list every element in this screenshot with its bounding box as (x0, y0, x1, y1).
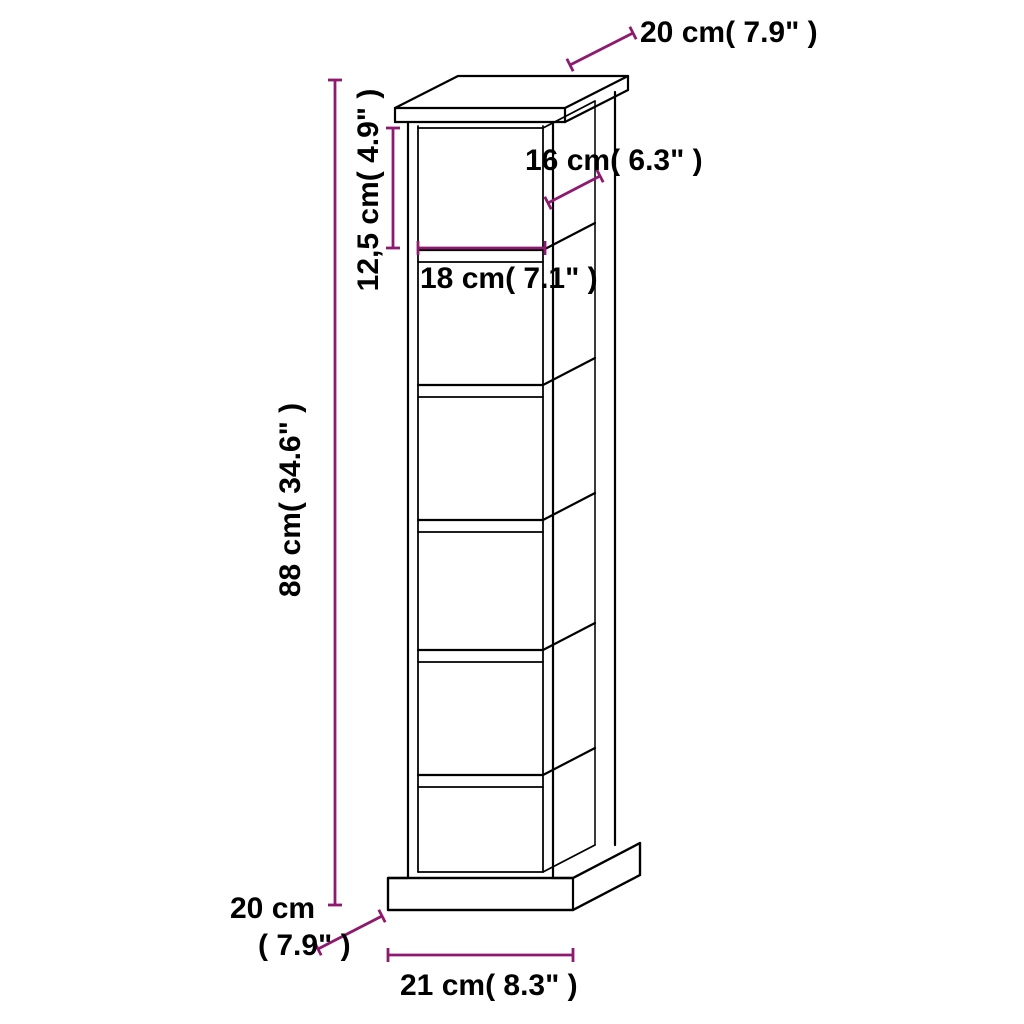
dim-top-depth-label: 20 cm( 7.9" ) (640, 16, 818, 49)
dimension-layer: 88 cm( 34.6" )20 cm( 7.9" )12,5 cm( 4.9"… (230, 16, 818, 1002)
dim-height-label: 88 cm( 34.6" ) (274, 403, 307, 597)
dim-base-depth-label-b: ( 7.9" ) (258, 929, 351, 962)
dim-inner-width-label: 18 cm( 7.1" ) (420, 262, 598, 295)
dim-base-depth-label-a: 20 cm (230, 892, 315, 925)
dim-shelf-height-label: 12,5 cm( 4.9" ) (352, 89, 385, 292)
dim-base-width-label: 21 cm( 8.3" ) (400, 969, 578, 1002)
dim-inner-depth-label: 16 cm( 6.3" ) (525, 144, 703, 177)
